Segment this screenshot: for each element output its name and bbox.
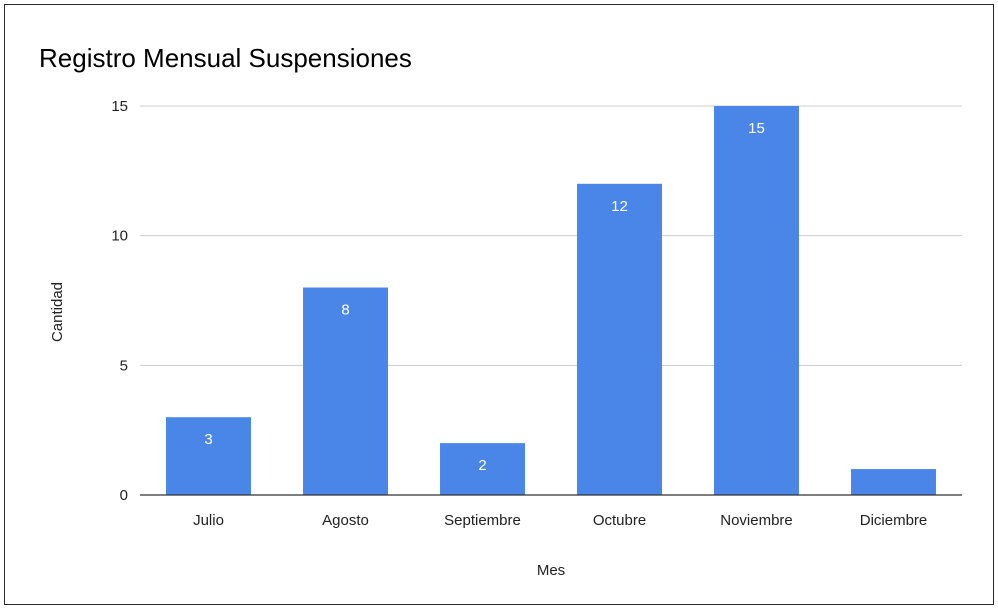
chart-frame bbox=[4, 4, 994, 605]
y-tick-label: 5 bbox=[120, 357, 128, 374]
bar-diciembre bbox=[851, 469, 936, 495]
x-tick-label: Noviembre bbox=[720, 512, 793, 529]
bars bbox=[166, 106, 936, 496]
x-tick-label: Octubre bbox=[593, 512, 646, 529]
x-tick-labels: Julio Agosto Septiembre Octubre Noviembre Dic… bbox=[193, 512, 927, 529]
gridlines bbox=[140, 105, 962, 366]
x-tick-label: Septiembre bbox=[444, 512, 521, 529]
bar-agosto bbox=[303, 287, 388, 495]
x-tick-label: Agosto bbox=[322, 512, 369, 529]
data-labels: 3 8 2 12 15 bbox=[204, 120, 765, 474]
y-tick-labels: 0 5 10 15 bbox=[111, 98, 128, 504]
x-axis-label: Mes bbox=[537, 562, 565, 579]
y-axis-label: Cantidad bbox=[49, 282, 66, 342]
bar-julio bbox=[166, 417, 251, 495]
bar-septiembre bbox=[440, 443, 525, 495]
data-label: 8 bbox=[341, 302, 349, 319]
y-tick-label: 0 bbox=[120, 487, 128, 504]
bar-noviembre bbox=[714, 106, 799, 495]
bar-octubre bbox=[577, 183, 662, 496]
x-tick-label: Diciembre bbox=[860, 512, 928, 529]
y-tick-label: 10 bbox=[111, 228, 128, 245]
x-tick-label: Julio bbox=[193, 512, 224, 529]
data-label: 12 bbox=[611, 198, 628, 215]
data-label: 15 bbox=[748, 120, 765, 137]
chart-title: Registro Mensual Suspensiones bbox=[39, 43, 412, 73]
y-tick-label: 15 bbox=[111, 98, 128, 115]
data-label: 3 bbox=[204, 431, 212, 448]
data-label: 2 bbox=[478, 457, 486, 474]
